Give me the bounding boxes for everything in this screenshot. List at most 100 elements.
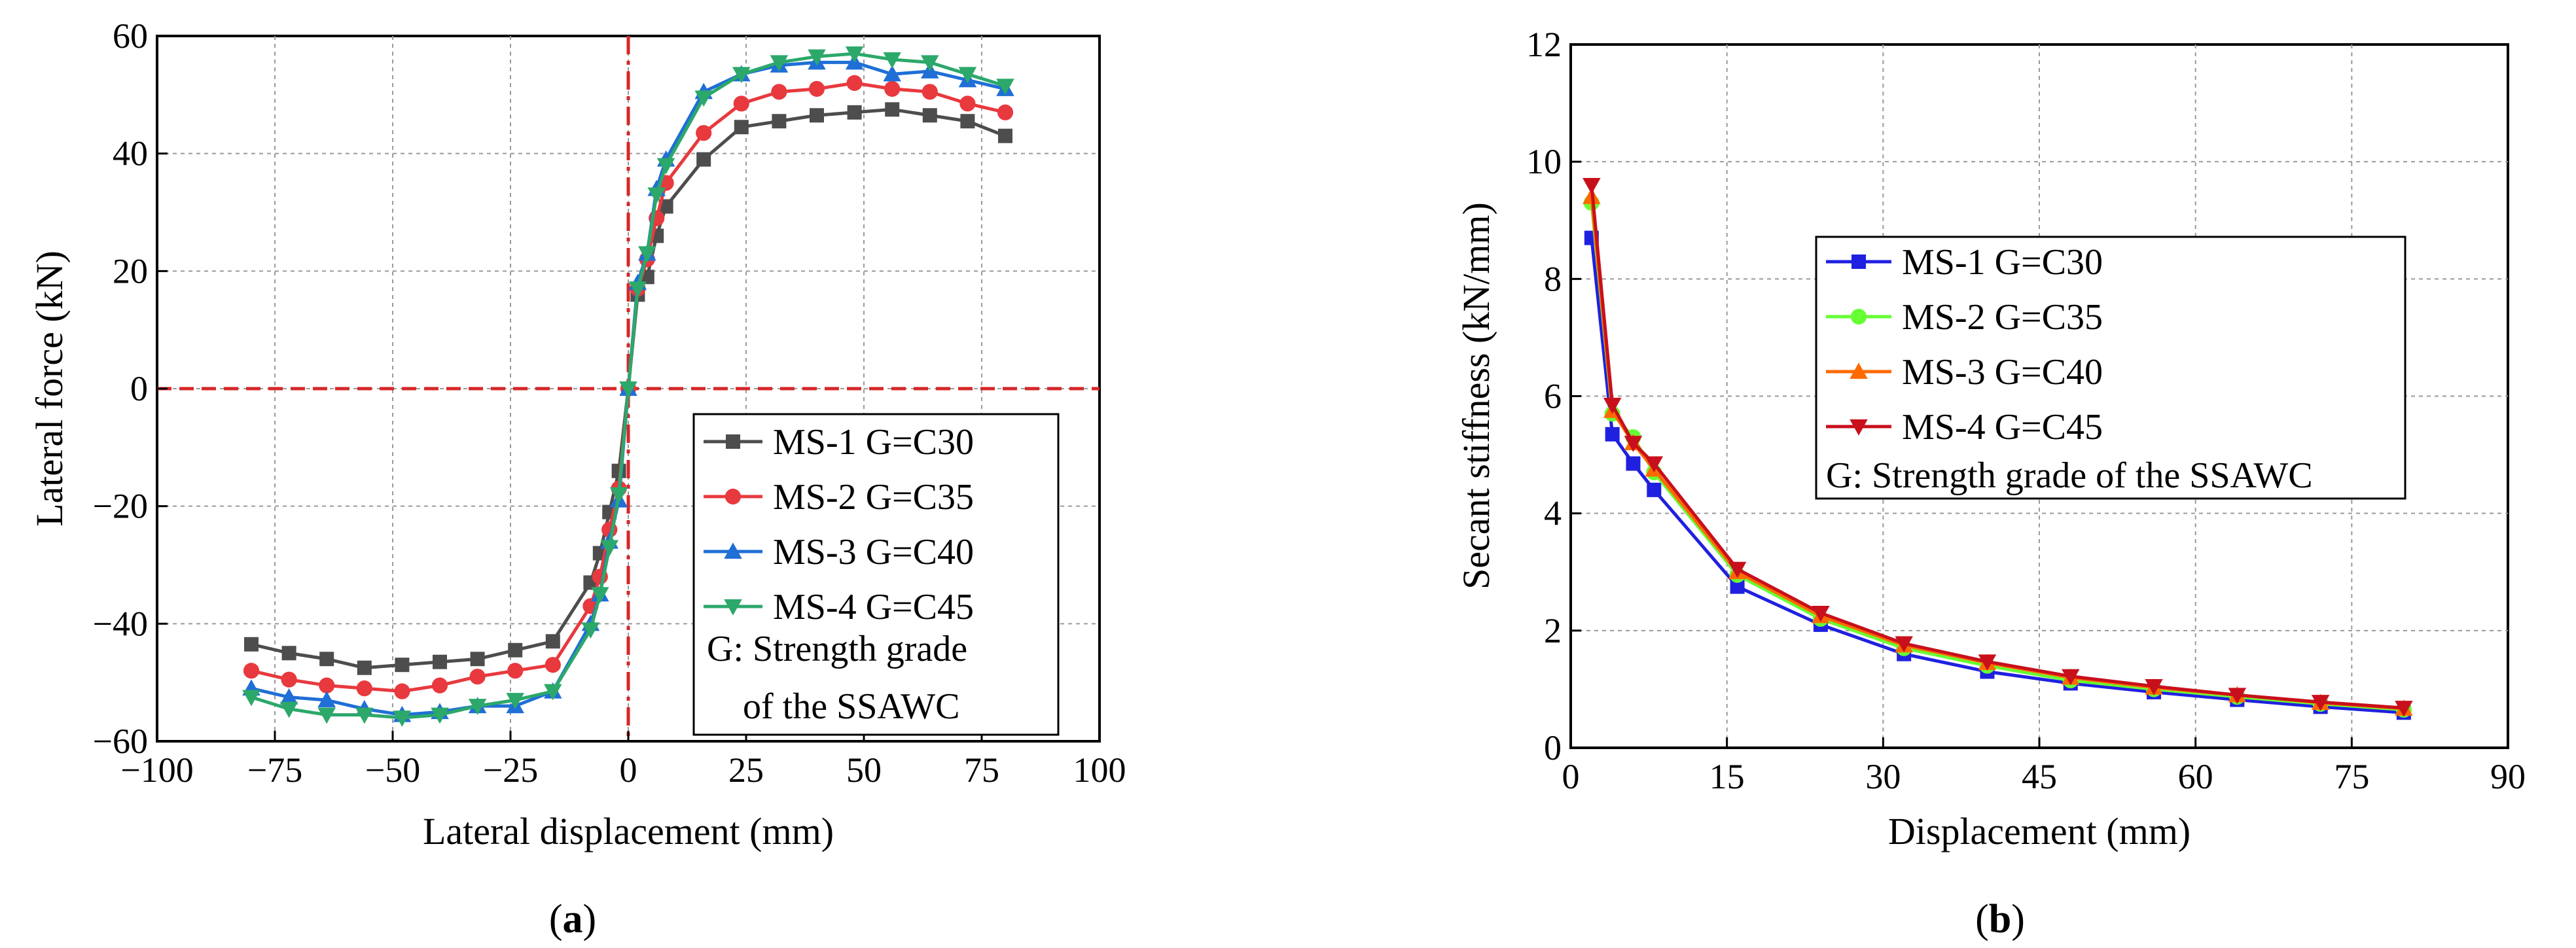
- panel-b-x-tick-label: 0: [1562, 757, 1580, 796]
- panel-b-series-4-point: [1603, 397, 1622, 414]
- panel-a-ticks: −100 −75 −50 −25 0 25 50 75 100 −60 −40 −20 0 20 40 60: [93, 16, 1126, 790]
- panel-b-y-tick-label: 8: [1544, 259, 1562, 298]
- panel-a-legend-label: MS-4 G=C45: [773, 587, 974, 627]
- panel-a-series-3-point: [883, 65, 901, 82]
- panel-a-legend-entry-4: MS-4 G=C45: [704, 587, 974, 627]
- panel-a-series-1-point: [772, 114, 787, 129]
- panel-a-legend-label: MS-3 G=C40: [773, 532, 974, 572]
- panel-a-series-2-point: [846, 75, 863, 91]
- panel-a-series-1-point: [658, 199, 673, 214]
- panel-a-x-tick-label: 50: [846, 750, 882, 790]
- panel-b-series-4: [1583, 178, 2413, 717]
- panel-a-series-2-point: [356, 680, 372, 697]
- panel-b-x-tick-label: 90: [2490, 757, 2526, 796]
- panel-b-caption: (b): [1975, 897, 2025, 941]
- panel-b-x-tick-label: 30: [1865, 757, 1901, 796]
- panel-a-caption: (a): [549, 897, 596, 941]
- panel-a-legend-box: [692, 413, 1060, 736]
- panel-b-series-4-point: [1624, 436, 1643, 452]
- panel-b-series-4-point: [1895, 636, 1913, 653]
- panel-a-series-4-point: [694, 90, 713, 107]
- panel-a-series-4-point: [591, 587, 609, 604]
- panel-a-series-2-point: [243, 663, 260, 679]
- panel-b-series-1-point: [1647, 482, 1662, 497]
- panel-b-legend-note: G: Strength grade of the SSAWC: [1826, 455, 2313, 496]
- panel-a-series: [242, 46, 1014, 727]
- panel-b-legend-label: MS-2 G=C35: [1902, 297, 2103, 338]
- panel-a-series-2-point: [545, 657, 561, 673]
- panel-b-legend-items: MS-1 G=C30 MS-2 G=C35 MS-3 G=C40 MS-4 G=C45: [1826, 242, 2103, 448]
- panel-b-series: [1583, 178, 2413, 720]
- panel-b-legend-entry-4: MS-4 G=C45: [1826, 407, 2103, 448]
- panel-a-legend: MS-1 G=C30 MS-2 G=C35 MS-3 G=C40 MS-4 G=C45…: [692, 413, 1060, 736]
- panel-b-x-tick-label: 15: [1709, 757, 1745, 796]
- panel-a-series-2-point: [394, 683, 410, 699]
- panel-a-series-1-point: [433, 654, 447, 669]
- panel-b-legend-label: MS-3 G=C40: [1902, 352, 2103, 393]
- panel-a-series-4-point: [609, 487, 628, 504]
- panel-a-series-4-point: [600, 540, 618, 557]
- panel-a-y-tick-label: 60: [113, 16, 148, 56]
- panel-b-series-4-point: [1583, 178, 1601, 194]
- panel-b-series-4-point: [1812, 605, 1830, 622]
- panel-a-series-2-point: [959, 96, 976, 112]
- panel-a-y-tick-label: 40: [113, 134, 148, 173]
- panel-a-series-1-point: [696, 152, 711, 167]
- panel-b-x-axis-label: Displacement (mm): [1888, 810, 2191, 852]
- panel-b-legend-swatch-marker: [1851, 255, 1866, 269]
- panel-a-legend-swatch-marker: [726, 434, 740, 449]
- panel-b-legend-box: [1815, 236, 2406, 500]
- panel-b-y-tick-label: 0: [1544, 728, 1562, 767]
- panel-a-series-2-point: [921, 84, 938, 100]
- panel-a-series-4-point: [317, 707, 336, 724]
- panel-a-series-2-point: [281, 671, 297, 688]
- panel-a-x-tick-label: −100: [120, 750, 193, 790]
- panel-b-y-tick-label: 4: [1544, 494, 1562, 533]
- panel-a-x-tick-label: 75: [964, 750, 999, 790]
- panel-a-series-1-point: [922, 108, 937, 123]
- panel-b-series-1-point: [1626, 456, 1641, 471]
- panel-b-series-1-point: [1730, 579, 1745, 594]
- panel-a-series-4-point: [808, 49, 826, 66]
- panel-b-legend-entry-3: MS-3 G=C40: [1826, 352, 2103, 393]
- panel-b-legend-swatch-marker: [1850, 308, 1867, 325]
- panel-a-series-1-point: [470, 652, 485, 667]
- panel-b-series-4-point: [2395, 701, 2413, 717]
- panel-a-series-1-point: [810, 108, 824, 123]
- panel-a-y-axis-label: Lateral force (kN): [28, 251, 71, 527]
- panel-a-y-tick-label: −60: [93, 722, 148, 761]
- panel-a-x-tick-label: −25: [483, 750, 538, 790]
- panel-a-x-tick-label: 25: [728, 750, 764, 790]
- panel-b-series-4-point: [1645, 456, 1664, 473]
- panel-a-series-1-point: [734, 120, 749, 135]
- panel-a-series-4-point: [431, 707, 449, 724]
- panel-b-legend-entry-1: MS-1 G=C30: [1826, 242, 2103, 283]
- panel-a-series-4-point: [544, 684, 562, 701]
- panel-a-series-4-point: [279, 701, 298, 718]
- panel-a-series-4-point: [921, 55, 939, 72]
- panel-a-series-4: [242, 46, 1014, 727]
- panel-b-legend-label: MS-1 G=C30: [1902, 242, 2103, 283]
- panel-a-series-1-point: [545, 634, 560, 649]
- panel-a-series-4-point: [883, 52, 901, 69]
- panel-a-series-4-point: [468, 699, 487, 715]
- panel-a-series-2-point: [507, 663, 524, 679]
- panel-a-series-2-point: [431, 677, 448, 693]
- panel-b-legend-label: MS-4 G=C45: [1902, 407, 2103, 448]
- panel-a-series-2-point: [733, 96, 749, 112]
- panel-a-x-tick-label: −75: [247, 750, 302, 790]
- panel-a-series-1-point: [998, 128, 1012, 143]
- panel-a-series-2-point: [808, 80, 825, 97]
- panel-a-y-tick-label: −40: [93, 604, 148, 643]
- panel-a-y-tick-label: 20: [113, 251, 148, 290]
- panel-b-x-tick-label: 45: [2022, 757, 2057, 796]
- panel-a-series-4-point: [355, 707, 374, 724]
- panel-a-series-2-point: [469, 669, 486, 685]
- panel-a-legend-label: MS-2 G=C35: [773, 477, 974, 518]
- panel-a-series-4-point: [506, 693, 524, 709]
- panel-a-legend-note-line-2: of the SSAWC: [743, 686, 960, 727]
- panel-b-ticks: 0 15 30 45 60 75 90 0 2 4 6 8 10 12: [1526, 25, 2526, 796]
- panel-a-series-4-point: [647, 187, 666, 204]
- panel-a-series-2-point: [771, 84, 787, 100]
- panel-a-series-1-point: [281, 646, 296, 661]
